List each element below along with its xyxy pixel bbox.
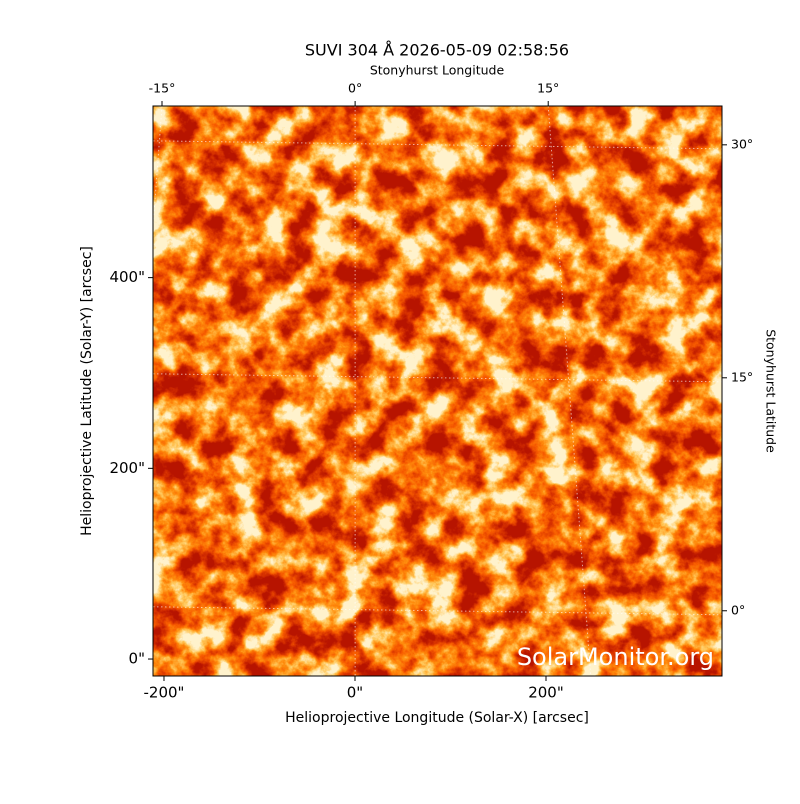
y2-tick-label: 0° — [731, 602, 745, 617]
y-tick-label: 200" — [109, 459, 145, 477]
x2-tick-label: 0° — [348, 81, 362, 96]
x-axis-label: Helioprojective Longitude (Solar-X) [arc… — [285, 710, 589, 726]
x2-tick-label: -15° — [149, 81, 176, 96]
y2-axis-label: Stonyhurst Latitude — [764, 329, 779, 453]
y2-tick-label: 15° — [731, 369, 753, 384]
y-axis-label: Helioprojective Latitude (Solar-Y) [arcs… — [79, 246, 95, 536]
x2-tick-label: 15° — [537, 81, 559, 96]
x-tick-label: 200" — [528, 684, 564, 702]
chart-title: SUVI 304 Å 2026-05-09 02:58:56 — [305, 41, 569, 60]
y2-tick-label: 30° — [731, 136, 753, 151]
x2-axis-label: Stonyhurst Longitude — [370, 63, 505, 78]
y-tick-label: 400" — [109, 268, 145, 286]
solar-image — [153, 106, 722, 676]
x-tick-label: -200" — [144, 684, 185, 702]
x-tick-label: 0" — [347, 684, 363, 702]
watermark: SolarMonitor.org — [517, 643, 714, 671]
y-tick-label: 0" — [129, 650, 145, 668]
